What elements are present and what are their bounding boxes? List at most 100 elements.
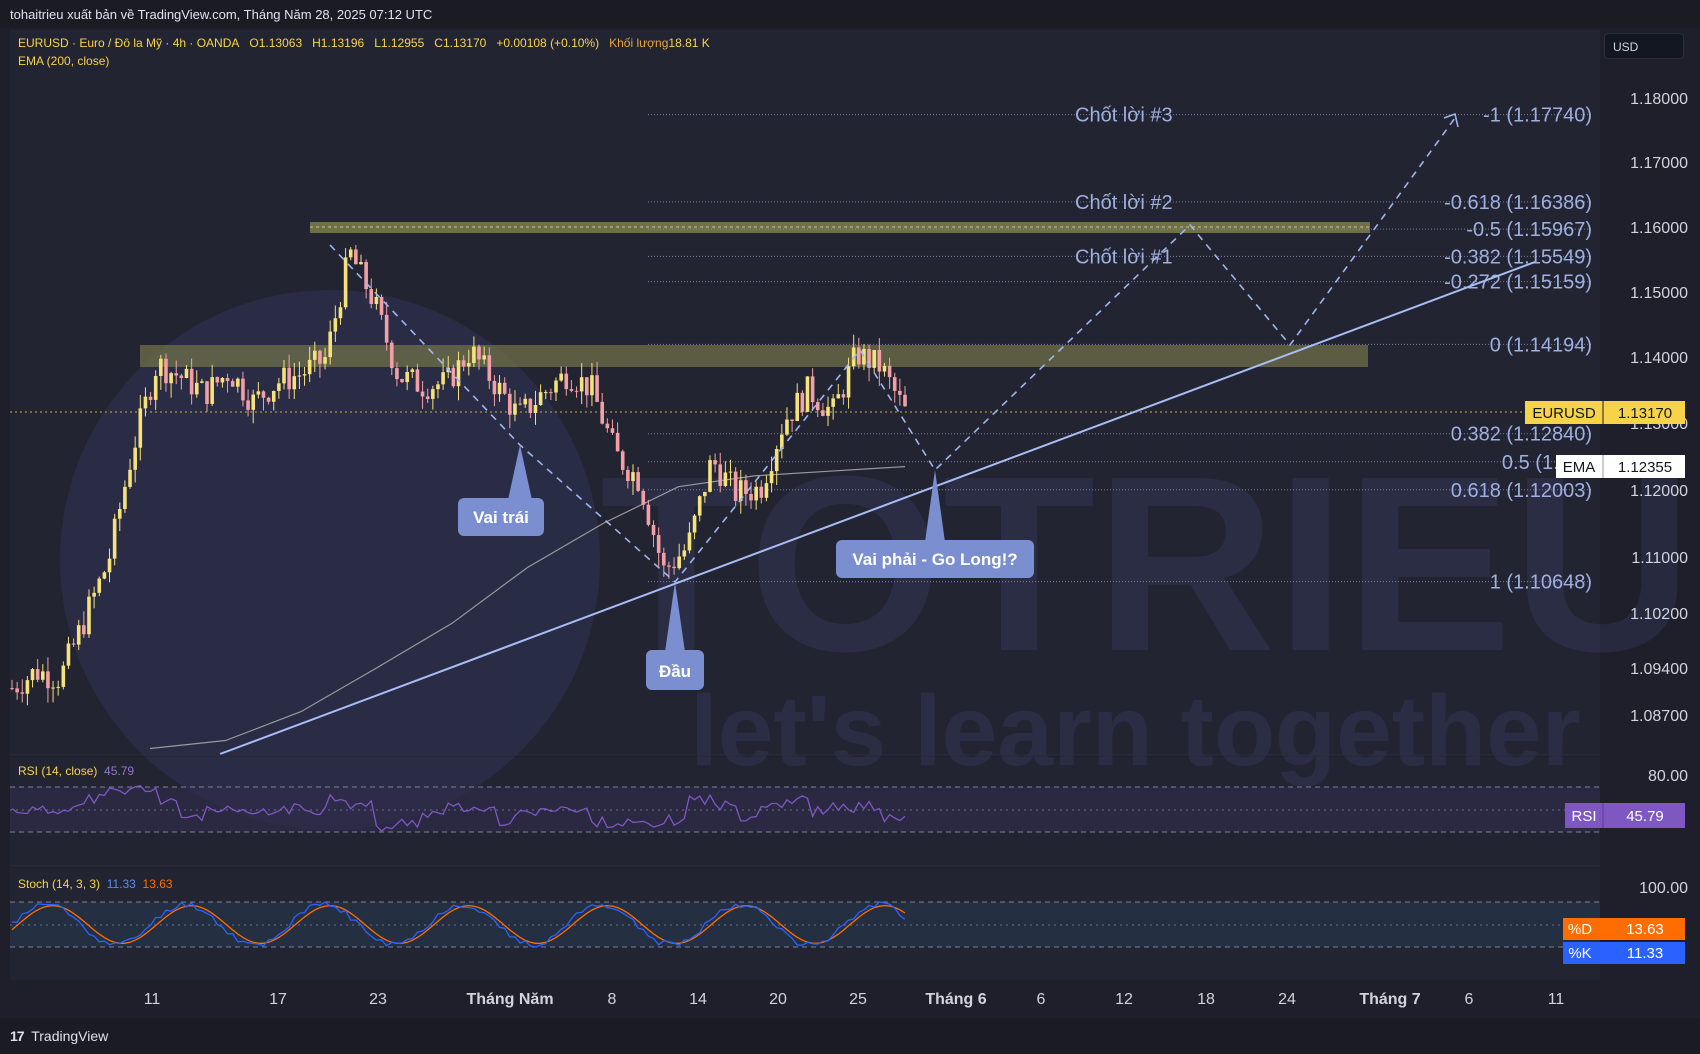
candle-body xyxy=(692,515,697,533)
candle-body xyxy=(405,372,409,383)
fibonacci-extension[interactable]: -1 (1.17740) -0.618 (1.16386) -0.5 (1.1596… xyxy=(648,105,1592,594)
candle-body xyxy=(112,518,117,559)
rsi-axis-80: 80.00 xyxy=(1648,768,1688,785)
time-axis[interactable]: 11 17 23 Tháng Năm 8 14 20 25 Tháng 6 6 12 18 24 Thán… xyxy=(144,991,1565,1008)
watermark-slogan: let's learn together xyxy=(690,675,1581,787)
fib-level-label: 0.382 (1.12840) xyxy=(1451,424,1592,446)
candle-body xyxy=(410,369,415,373)
candle-body xyxy=(620,451,625,470)
candle-body xyxy=(636,472,640,491)
candle-body xyxy=(97,578,102,593)
candle-body xyxy=(205,381,209,404)
candle-body xyxy=(312,350,317,360)
callout-left-shoulder[interactable]: Vai trái xyxy=(458,445,544,536)
candle-body xyxy=(631,472,635,482)
target-label: Chốt lời #3 xyxy=(1075,105,1173,127)
candle-body xyxy=(256,391,261,395)
candle-body xyxy=(189,368,194,395)
projected-path[interactable] xyxy=(329,117,1456,584)
price-axis-label: 1.11000 xyxy=(1631,550,1688,567)
candle-body xyxy=(867,348,871,368)
tradingview-logo-icon[interactable]: 17 xyxy=(10,1028,25,1044)
callout-right-shoulder-label: Vai phải - Go Long!? xyxy=(852,550,1017,569)
callout-head[interactable]: Đầu xyxy=(646,582,704,690)
candle-body xyxy=(744,480,748,495)
candle-body xyxy=(703,491,707,497)
stoch-k-line xyxy=(11,901,906,948)
candle-body xyxy=(805,376,810,412)
callout-right-shoulder[interactable]: Vai phải - Go Long!? xyxy=(836,470,1034,578)
price-axis-label: 1.09400 xyxy=(1630,661,1688,678)
trading-chart[interactable]: TOTRIEU let's learn together -1 (1.17740… xyxy=(0,28,1700,1018)
candle-body xyxy=(194,382,199,395)
candle-body xyxy=(46,671,50,689)
candle-body xyxy=(343,257,348,308)
candlesticks xyxy=(10,245,907,706)
candle-body xyxy=(892,377,897,391)
candle-body xyxy=(600,401,605,424)
publisher-bar: tohaitrieu xuất bản về TradingView.com, … xyxy=(0,0,1700,30)
candle-body xyxy=(661,552,666,566)
watermark: TOTRIEU let's learn together xyxy=(60,290,1693,830)
legend-stoch-title[interactable]: Stoch (14, 3, 3) xyxy=(18,877,101,891)
publisher-text: tohaitrieu xuất bản về TradingView.com, … xyxy=(10,7,433,22)
time-axis-label: 20 xyxy=(769,991,787,1008)
legend-low: L1.12955 xyxy=(374,36,425,50)
target-label: Chốt lời #2 xyxy=(1075,192,1173,214)
candle-body xyxy=(184,368,189,379)
candle-body xyxy=(246,400,250,410)
candle-body xyxy=(846,366,851,398)
candle-body xyxy=(225,378,230,382)
candle-body xyxy=(497,382,502,395)
candle-body xyxy=(153,376,158,400)
legend-symbol[interactable]: EURUSD · Euro / Đô la Mỹ · 4h · OANDA xyxy=(18,36,240,50)
ema-legend[interactable]: EMA (200, close) xyxy=(18,54,109,68)
candle-body xyxy=(431,389,435,399)
candle-body xyxy=(672,566,676,569)
candle-body xyxy=(169,373,173,384)
footer-brand[interactable]: TradingView xyxy=(31,1028,109,1044)
candle-body xyxy=(697,496,702,516)
candle-body xyxy=(236,378,240,387)
candle-body xyxy=(646,504,651,525)
candle-body xyxy=(574,390,579,392)
stoch-legend[interactable]: Stoch (14, 3, 3) 11.33 13.63 xyxy=(18,877,173,891)
candle-body xyxy=(487,355,492,381)
price-axis-label: 1.14000 xyxy=(1630,350,1688,367)
candle-body xyxy=(821,410,825,416)
candle-body xyxy=(656,535,661,553)
candle-body xyxy=(564,373,569,390)
candle-body xyxy=(877,350,882,372)
candle-body xyxy=(348,249,353,258)
tag-rsi-label: RSI xyxy=(1571,808,1596,825)
tag-ema-value: 1.12355 xyxy=(1618,459,1672,476)
legend-close: C1.13170 xyxy=(434,36,487,50)
candle-body xyxy=(569,389,574,391)
legend-ema[interactable]: EMA (200, close) xyxy=(18,54,110,68)
candle-body xyxy=(241,378,245,401)
candle-body xyxy=(882,365,887,372)
ohlc-legend[interactable]: EURUSD · Euro / Đô la Mỹ · 4h · OANDA O1… xyxy=(18,36,710,50)
legend-rsi-title[interactable]: RSI (14, close) xyxy=(18,764,98,778)
rsi-legend[interactable]: RSI (14, close) 45.79 xyxy=(18,764,134,778)
candle-body xyxy=(61,665,66,687)
trendline-neckline[interactable] xyxy=(219,261,1536,755)
candle-body xyxy=(215,377,220,383)
callout-left-shoulder-label: Vai trái xyxy=(473,508,529,527)
candle-body xyxy=(210,377,214,404)
candle-body xyxy=(20,692,25,694)
candle-body xyxy=(51,687,55,689)
time-axis-label: 6 xyxy=(1037,991,1046,1008)
currency-button[interactable]: USD xyxy=(1604,33,1684,59)
candle-body xyxy=(774,449,779,472)
candle-body xyxy=(148,396,153,400)
candle-body xyxy=(123,486,127,510)
candle-body xyxy=(795,392,800,422)
callout-head-label: Đầu xyxy=(659,662,691,681)
legend-stoch-k: 11.33 xyxy=(106,877,136,891)
candle-body xyxy=(425,396,430,399)
candle-body xyxy=(538,392,543,406)
resistance-zone-lower[interactable] xyxy=(140,345,1368,367)
candle-body xyxy=(595,375,599,402)
candle-body xyxy=(461,360,466,367)
